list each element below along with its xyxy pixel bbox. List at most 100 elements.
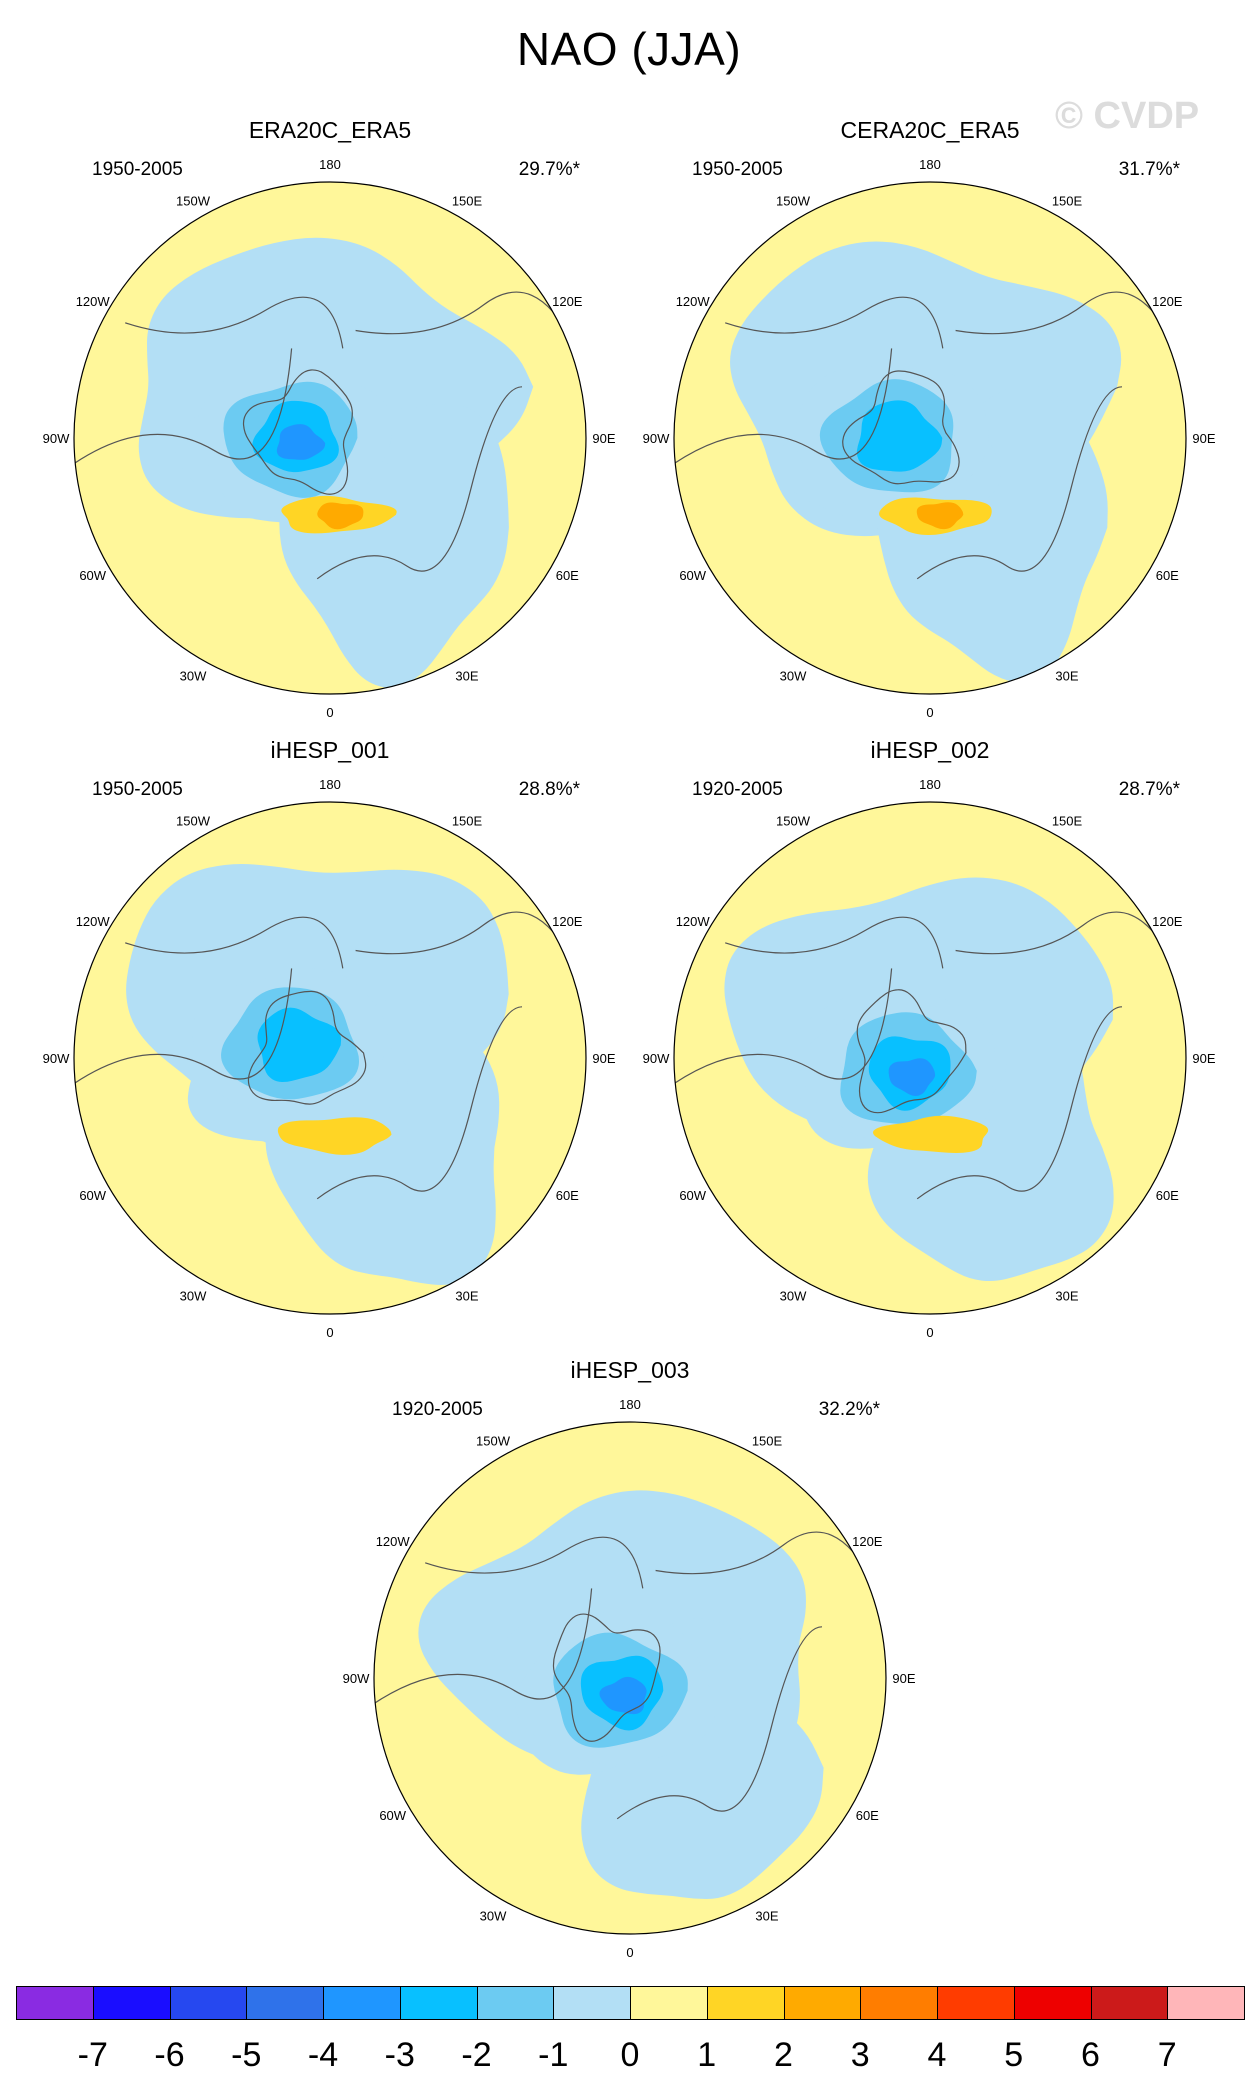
longitude-label: 150E: [752, 1434, 783, 1449]
colorbar-swatch: [92, 1986, 171, 2020]
longitude-label: 0: [326, 1325, 333, 1340]
negative-anomaly-contour-4: [276, 424, 326, 460]
colorbar-swatch: [399, 1986, 478, 2020]
longitude-label: 120E: [552, 914, 583, 929]
longitude-label: 60W: [679, 1188, 706, 1203]
map-panel: 0 30E 60E 90E 120E 150E 180 150W 120W 90W 60W 30W iH…: [343, 1357, 916, 1960]
colorbar-swatch: [630, 1986, 708, 2020]
negative-anomaly-contour-3: [257, 1007, 342, 1083]
longitude-label: 120W: [76, 294, 111, 309]
coastlines: [374, 1531, 874, 1820]
positive-anomaly-contour-3: [916, 502, 964, 530]
longitude-label: 30E: [455, 668, 478, 683]
colorbar-tick-label: 5: [1004, 2036, 1024, 2074]
longitude-label: 30E: [1055, 668, 1078, 683]
panel-variance: 28.7%*: [1119, 779, 1181, 800]
longitude-label: 60W: [679, 568, 706, 583]
longitude-label: 90W: [643, 1051, 670, 1066]
coastlines: [74, 911, 574, 1200]
longitude-label: 150W: [176, 814, 211, 829]
longitude-label: 60E: [1156, 568, 1179, 583]
colorbar-tick-label: 4: [927, 2036, 947, 2074]
longitude-label: 30W: [780, 668, 807, 683]
colorbar-tick-label: -2: [461, 2036, 492, 2074]
colorbar-swatch: [323, 1986, 401, 2020]
longitude-label: 90E: [1192, 431, 1215, 446]
map-panel: 0 30E 60E 90E 120E 150E 180 150W 120W 90W 60W 30W CE…: [643, 117, 1216, 720]
positive-anomaly-contour-2: [873, 1115, 989, 1154]
longitude-label: 150E: [1052, 194, 1083, 209]
map-panel: 0 30E 60E 90E 120E 150E 180 150W 120W 90W 60W 30W iH…: [43, 737, 616, 1340]
longitude-label: 30W: [180, 1288, 207, 1303]
longitude-label: 0: [326, 705, 333, 720]
colorbar-swatch: [860, 1986, 938, 2020]
longitude-label: 150W: [476, 1434, 511, 1449]
map-border: [673, 181, 1187, 695]
colorbar-tick-label: -1: [538, 2036, 569, 2074]
longitude-label: 150W: [776, 814, 811, 829]
longitude-label: 150E: [1052, 814, 1083, 829]
colorbar-tick-label: 7: [1157, 2036, 1177, 2074]
longitude-label: 120E: [1152, 294, 1183, 309]
longitude-label: 120W: [676, 914, 711, 929]
panel-period: 1950-2005: [92, 779, 183, 800]
longitude-label: 0: [926, 705, 933, 720]
coastlines: [674, 291, 1174, 580]
longitude-label: 120E: [1152, 914, 1183, 929]
colorbar-swatch: [1090, 1986, 1169, 2020]
panel-title: iHESP_002: [871, 737, 990, 763]
longitude-label: 180: [919, 777, 941, 792]
longitude-label: 180: [919, 157, 941, 172]
longitude-label: 120W: [676, 294, 711, 309]
map-border: [373, 1421, 887, 1935]
colorbar: [16, 1986, 1245, 2022]
longitude-label: 0: [626, 1945, 633, 1960]
longitude-label: 120W: [376, 1534, 411, 1549]
panel-title: ERA20C_ERA5: [249, 117, 411, 143]
negative-anomaly-contour-4: [888, 1058, 936, 1097]
longitude-label: 150E: [452, 814, 483, 829]
longitude-label: 90E: [1192, 1051, 1215, 1066]
colorbar-swatch: [246, 1986, 324, 2020]
colorbar-tick-label: 0: [620, 2036, 640, 2074]
colorbar-tick-label: -7: [77, 2036, 108, 2074]
panel-title: iHESP_001: [271, 737, 390, 763]
colorbar-swatch: [706, 1986, 785, 2020]
panel-variance: 29.7%*: [519, 159, 581, 180]
longitude-label: 120E: [852, 1534, 883, 1549]
colorbar-swatch: [937, 1986, 1015, 2020]
panel-title: iHESP_003: [571, 1357, 690, 1383]
colorbar-swatch: [16, 1986, 94, 2020]
longitude-label: 60E: [556, 568, 579, 583]
longitude-label: 30W: [480, 1908, 507, 1923]
colorbar-tick-label: 2: [774, 2036, 793, 2074]
panel-period: 1920-2005: [692, 779, 783, 800]
map-panel: 0 30E 60E 90E 120E 150E 180 150W 120W 90W 60W 30W iH…: [643, 737, 1216, 1340]
colorbar-swatch: [1167, 1986, 1245, 2020]
map-panel: 0 30E 60E 90E 120E 150E 180 150W 120W 90W 60W 30W ER…: [43, 117, 616, 720]
longitude-label: 30W: [180, 668, 207, 683]
longitude-label: 180: [619, 1397, 641, 1412]
longitude-label: 90W: [643, 431, 670, 446]
negative-anomaly-contour-4: [599, 1676, 647, 1715]
panel-variance: 32.2%*: [819, 1399, 881, 1420]
map-border: [73, 801, 587, 1315]
longitude-label: 150E: [452, 194, 483, 209]
longitude-label: 180: [319, 157, 341, 172]
longitude-label: 150W: [776, 194, 811, 209]
longitude-label: 120E: [552, 294, 583, 309]
colorbar-swatch: [476, 1986, 555, 2020]
longitude-label: 90E: [592, 1051, 615, 1066]
positive-anomaly-contour-3: [317, 502, 364, 530]
coastlines: [74, 291, 574, 580]
longitude-label: 60W: [79, 568, 106, 583]
watermark: © CVDP: [1055, 95, 1200, 137]
colorbar-swatch: [1013, 1986, 1092, 2020]
longitude-label: 150W: [176, 194, 211, 209]
colorbar-swatch: [783, 1986, 862, 2020]
longitude-label: 30W: [780, 1288, 807, 1303]
colorbar-swatch: [169, 1986, 248, 2020]
map-border: [673, 801, 1187, 1315]
panel-period: 1950-2005: [692, 159, 783, 180]
longitude-label: 60W: [79, 1188, 106, 1203]
